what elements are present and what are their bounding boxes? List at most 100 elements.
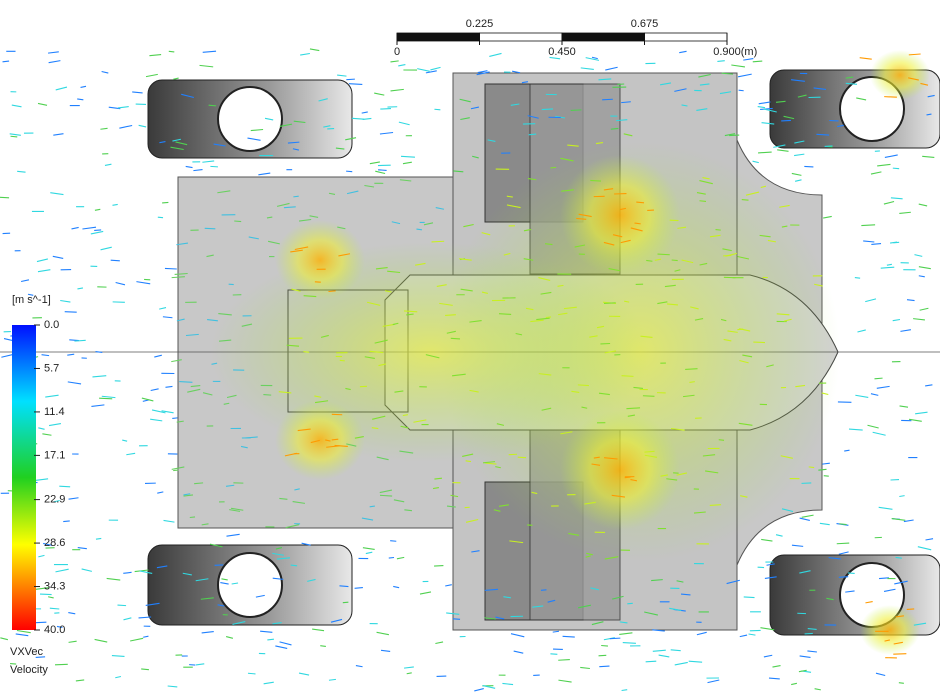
vector-arrow [167,685,178,688]
vector-arrow [589,335,598,338]
vector-arrow [36,258,49,263]
scale-bar: 0 0.225 0.450 0.675 0.900 (m) [394,18,757,58]
vector-arrow [584,501,596,505]
vector-arrow [552,630,560,633]
vector-arrow [387,270,401,274]
vector-arrow [890,241,898,244]
vector-arrow [255,594,265,598]
vector-arrow [218,339,232,342]
vector-arrow [310,439,320,444]
vector-arrow [117,106,129,109]
vector-arrow [404,509,413,512]
vector-arrow [318,98,328,102]
vector-arrow [55,86,68,91]
vector-arrow [523,258,534,261]
vector-arrow [67,353,75,356]
vector-arrow [481,291,488,295]
vector-arrow [742,354,753,358]
vector-arrow [634,222,641,225]
vector-arrow [115,675,122,679]
vector-arrow [218,313,232,316]
vector-arrow [624,300,630,303]
vector-arrow [393,585,400,589]
vector-arrow [472,155,479,159]
vector-arrow [49,607,60,610]
vector-arrow [75,679,85,682]
vector-arrow [285,524,300,529]
vector-arrow [898,682,904,684]
vector-arrow [45,394,59,398]
vector-arrow [545,243,553,246]
vector-arrow [164,267,177,270]
vector-arrow [187,388,201,393]
vector-arrow [91,404,105,407]
vector-arrow [760,627,775,631]
vector-arrow [577,604,591,609]
vector-arrow [446,330,456,334]
vector-arrow [476,71,490,76]
vector-arrow [558,658,570,661]
vector-arrow [15,633,29,637]
vector-arrow [119,124,133,129]
vector-arrow [179,381,193,383]
vector-arrow [301,542,311,546]
vector-arrow [884,639,890,642]
vector-arrow [644,454,658,458]
vector-arrow [267,638,274,641]
vector-arrow [80,85,87,88]
vector-arrow [772,665,781,668]
vector-arrow [213,143,226,147]
vector-arrow [557,284,564,287]
vector-arrow [496,423,505,426]
vector-arrow [781,225,788,228]
vector-arrow [206,254,214,258]
vector-arrow [693,511,706,514]
vector-arrow [531,491,538,495]
vector-arrow [346,443,357,447]
vector-arrow [392,322,399,326]
vector-arrow [307,578,316,582]
vector-arrow [752,60,763,63]
vector-arrow [761,122,775,125]
vector-arrow [226,533,240,537]
vector-arrow [52,255,64,260]
vector-arrow [201,631,214,634]
vector-arrow [914,254,923,257]
vector-arrow [172,138,181,142]
vector-arrow [586,552,593,556]
vector-arrow [0,196,10,199]
vector-arrow [435,206,445,210]
vector-arrow [294,246,309,251]
vector-arrow [185,333,199,337]
vector-arrow [878,506,893,510]
vector-arrows [0,48,935,692]
vector-arrow [541,108,554,111]
vector-arrow [598,78,612,81]
vector-arrow [117,604,127,607]
vector-arrow [764,576,777,580]
vector-arrow [495,616,505,620]
vector-arrow [406,672,412,675]
vector-arrow [652,629,665,632]
vector-arrow [170,146,184,151]
vector-arrow [399,179,412,182]
vector-arrow [94,638,108,643]
vector-arrow [599,665,610,668]
vector-arrow [920,82,929,86]
vector-arrow [621,101,631,104]
vector-arrow [823,475,829,477]
vector-arrow [339,585,349,588]
vector-arrow [644,611,658,616]
vector-arrow [484,617,496,620]
scale-segment [644,32,728,42]
vector-arrow [763,108,777,113]
vector-arrow [509,540,524,544]
vector-arrow [562,635,575,638]
vector-arrow [290,564,298,567]
vector-arrow [100,246,112,251]
vector-arrow [783,115,795,120]
vector-arrow [696,191,706,195]
vector-arrow [123,617,132,621]
vector-arrow [27,293,34,296]
vector-arrow [538,373,552,376]
